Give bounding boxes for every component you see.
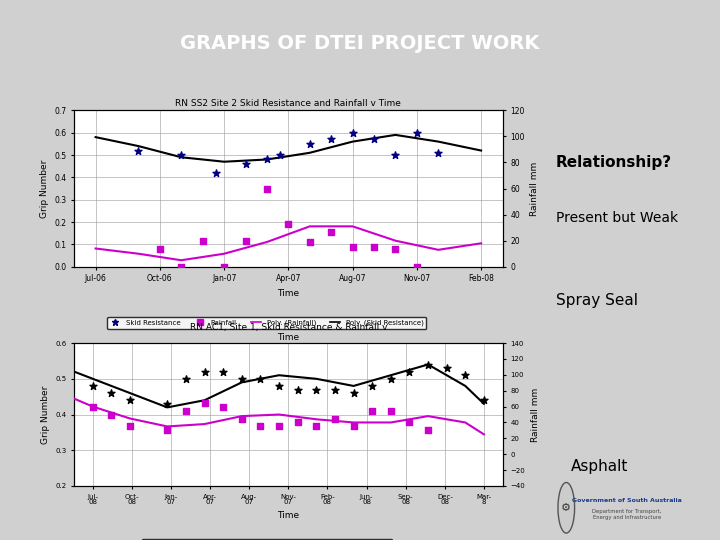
Point <box>478 396 490 404</box>
Point <box>366 382 378 390</box>
Point <box>304 238 315 246</box>
Point <box>423 360 434 369</box>
Point <box>87 402 99 411</box>
Point <box>368 243 380 252</box>
Text: Department for Transport,
Energy and Infrastructure: Department for Transport, Energy and Inf… <box>592 509 662 520</box>
Point <box>310 385 322 394</box>
Point <box>329 414 341 423</box>
Point <box>282 219 294 228</box>
Point <box>236 414 248 423</box>
Point <box>390 244 401 253</box>
Point <box>390 151 401 159</box>
Point <box>176 262 187 271</box>
Point <box>347 129 359 137</box>
Point <box>368 135 380 144</box>
Point <box>310 422 322 431</box>
Legend: Site 1, Rainfall, Poly. (Site 1), Poly. (Rainfall): Site 1, Rainfall, Poly. (Site 1), Poly. … <box>142 539 392 540</box>
Point <box>385 406 397 415</box>
Point <box>199 399 210 407</box>
Point <box>411 262 423 271</box>
Y-axis label: Rainfall mm: Rainfall mm <box>531 387 539 442</box>
Point <box>433 148 444 157</box>
Point <box>176 151 187 159</box>
Point <box>325 227 337 236</box>
Title: RN SS2 Site 2 Skid Resistance and Rainfall v Time: RN SS2 Site 2 Skid Resistance and Rainfa… <box>176 99 401 108</box>
Text: ⚙: ⚙ <box>562 503 571 513</box>
Point <box>132 146 144 155</box>
Point <box>325 135 337 144</box>
X-axis label: Time: Time <box>277 289 300 298</box>
Text: Relationship?: Relationship? <box>556 155 672 170</box>
Point <box>261 184 273 193</box>
Point <box>348 389 359 397</box>
Point <box>161 426 173 435</box>
Point <box>106 410 117 419</box>
Point <box>261 155 273 164</box>
Point <box>459 371 471 380</box>
Point <box>180 406 192 415</box>
Point <box>304 139 315 148</box>
Point <box>125 422 136 431</box>
Circle shape <box>558 483 575 533</box>
Point <box>347 243 359 252</box>
Text: Government of South Australia: Government of South Australia <box>572 498 682 503</box>
Point <box>217 367 229 376</box>
Point <box>274 151 286 159</box>
Point <box>274 422 285 431</box>
Point <box>441 364 452 373</box>
Point <box>240 237 251 245</box>
Point <box>217 402 229 411</box>
Point <box>236 374 248 383</box>
Point <box>404 418 415 427</box>
Text: Present but Weak: Present but Weak <box>556 211 678 225</box>
Text: Spray Seal: Spray Seal <box>556 293 638 308</box>
Point <box>274 382 285 390</box>
Point <box>210 168 221 177</box>
Point <box>197 237 209 245</box>
Y-axis label: Rainfall mm: Rainfall mm <box>530 161 539 215</box>
Point <box>180 374 192 383</box>
Point <box>125 396 136 404</box>
Point <box>366 406 378 415</box>
Point <box>255 422 266 431</box>
Y-axis label: Grip Number: Grip Number <box>41 386 50 444</box>
Point <box>385 374 397 383</box>
Point <box>411 129 423 137</box>
X-axis label: Time: Time <box>277 511 300 519</box>
Point <box>404 367 415 376</box>
Point <box>292 385 303 394</box>
Point <box>106 389 117 397</box>
Point <box>218 262 230 271</box>
Point <box>255 374 266 383</box>
Point <box>348 422 359 431</box>
Legend: Skid Resistance, Rainfall, Poly. (Rainfall), Poly. (Skid Resistance): Skid Resistance, Rainfall, Poly. (Rainfa… <box>107 317 426 329</box>
Point <box>423 426 434 435</box>
Point <box>161 400 173 408</box>
Point <box>154 244 166 253</box>
Point <box>240 160 251 168</box>
Text: GRAPHS OF DTEI PROJECT WORK: GRAPHS OF DTEI PROJECT WORK <box>180 35 540 53</box>
Point <box>329 385 341 394</box>
Text: Asphalt: Asphalt <box>571 459 628 474</box>
Title: RN AC1, Site 1, Skid Resistance & Rainfall v
Time: RN AC1, Site 1, Skid Resistance & Rainfa… <box>189 323 387 342</box>
Y-axis label: Grip Number: Grip Number <box>40 159 49 218</box>
Point <box>199 367 210 376</box>
Point <box>87 382 99 390</box>
Point <box>292 418 303 427</box>
